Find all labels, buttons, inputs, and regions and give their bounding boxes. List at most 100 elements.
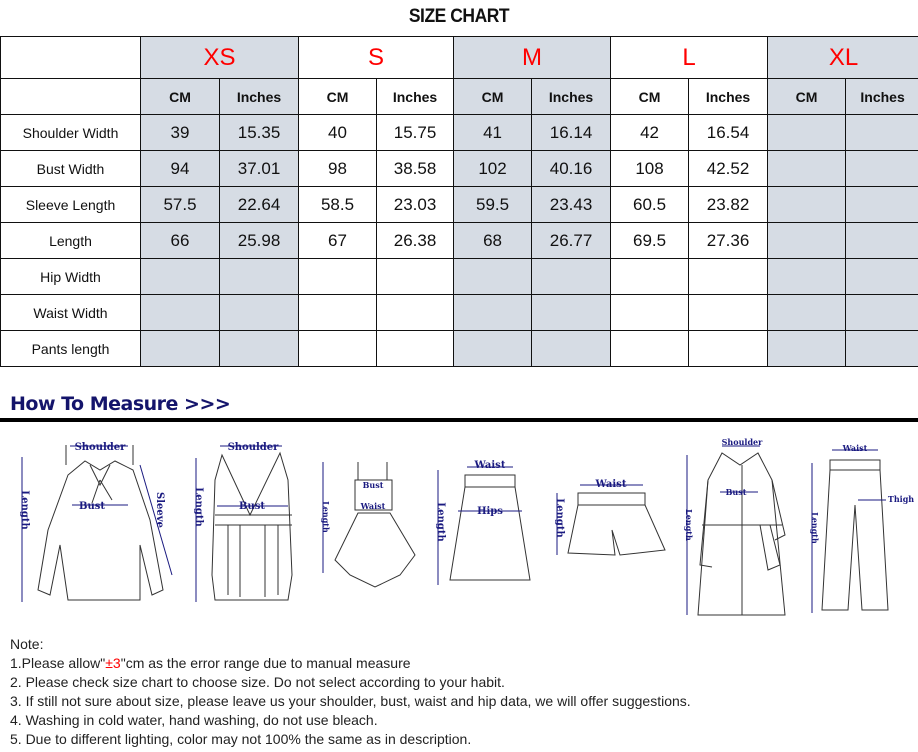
bust-label: Bust [363,480,384,490]
value-cell: 25.98 [218,222,300,259]
length-label: Length [193,487,204,527]
value-cell: 41 [453,114,533,151]
thigh-label: Thigh [888,494,914,504]
value-cell: 23.43 [531,186,612,223]
bust-label: Bust [79,501,105,512]
notes-heading: Note: [10,636,44,652]
blouse-illustration [21,445,173,602]
size-header-xs: XS [139,36,300,79]
value-cell [140,258,220,295]
row-label: Bust Width [0,150,141,187]
divider [0,418,918,422]
waist-label: Waist [842,443,868,453]
notes: Note: 1.Please allow"±3"cm as the error … [10,635,691,749]
value-cell: 26.38 [376,222,455,259]
unit-header: Inches [218,78,300,115]
value-cell [845,222,918,259]
waist-label: Waist [474,460,506,471]
value-cell [767,186,847,223]
shoulder-label: Shoulder [722,437,763,447]
value-cell: 98 [298,150,378,187]
value-cell: 67 [298,222,378,259]
value-cell: 15.35 [218,114,300,151]
value-cell: 68 [453,222,533,259]
value-cell [453,258,533,295]
table-row: Shoulder Width 39 15.35 40 15.75 41 16.14 42 16.… [0,114,918,151]
value-cell [531,258,612,295]
value-cell: 59.5 [453,186,533,223]
value-cell [767,330,847,367]
vest-illustration [195,445,293,602]
length-label: Length [321,501,331,533]
value-cell: 42.52 [688,150,769,187]
value-cell [218,258,300,295]
value-cell: 37.01 [218,150,300,187]
value-cell: 57.5 [140,186,220,223]
value-cell [376,330,455,367]
value-cell [453,294,533,331]
table-row: Bust Width 94 37.01 98 38.58 102 40.16 108 42.52 [0,150,918,187]
value-cell [298,258,378,295]
value-cell [845,294,918,331]
skirt-illustration [437,466,531,585]
row-label: Waist Width [0,294,141,331]
size-chart-table: XS S M L XL CM Inches CM Inches CM Inches CM Inches C… [0,36,918,367]
bust-label: Bust [239,501,265,512]
value-cell [767,150,847,187]
value-cell: 40 [298,114,378,151]
empty-cell [0,78,141,115]
value-cell [767,114,847,151]
hips-label: Hips [477,506,503,517]
value-cell [610,294,690,331]
measurement-illustrations: Shoulder Bust Sleeve Length Shoulder Bus… [19,437,914,616]
value-cell [767,294,847,331]
row-label: Pants length [0,330,141,367]
value-cell: 23.82 [688,186,769,223]
value-cell [376,294,455,331]
value-cell [531,330,612,367]
unit-header: CM [767,78,847,115]
value-cell [453,330,533,367]
value-cell [688,258,769,295]
unit-header-row: CM Inches CM Inches CM Inches CM Inches CM Inches [0,78,918,115]
value-cell [298,330,378,367]
table-row: Hip Width [0,258,918,295]
value-cell: 15.75 [376,114,455,151]
row-label: Sleeve Length [0,186,141,223]
value-cell [845,258,918,295]
value-cell [218,294,300,331]
value-cell [218,330,300,367]
unit-header: Inches [376,78,455,115]
value-cell [376,258,455,295]
value-cell: 26.77 [531,222,612,259]
note-2: 2. Please check size chart to choose siz… [10,674,505,690]
value-cell [140,294,220,331]
value-cell [688,330,769,367]
size-header-s: S [298,36,455,79]
value-cell: 108 [610,150,690,187]
note-text: 1.Please allow" [10,655,106,671]
value-cell: 27.36 [688,222,769,259]
note-3: 3. If still not sure about size, please … [10,693,691,709]
how-to-measure-heading: How To Measure >>> [10,393,231,415]
waist-label: Waist [360,501,386,511]
length-label: Length [554,498,565,538]
value-cell [531,294,612,331]
waist-label: Waist [595,479,627,490]
row-label: Length [0,222,141,259]
value-cell: 39 [140,114,220,151]
value-cell: 66 [140,222,220,259]
table-row: Pants length [0,330,918,367]
value-cell [298,294,378,331]
size-header-row: XS S M L XL [0,36,918,79]
value-cell [845,330,918,367]
length-label: Length [810,512,820,544]
value-cell: 94 [140,150,220,187]
note-1: 1.Please allow"±3"cm as the error range … [10,654,691,673]
unit-header: CM [298,78,378,115]
value-cell [767,258,847,295]
shorts-illustration [556,484,666,556]
table-row: Sleeve Length 57.5 22.64 58.5 23.03 59.5 23.43… [0,186,918,223]
value-cell: 42 [610,114,690,151]
unit-header: CM [140,78,220,115]
